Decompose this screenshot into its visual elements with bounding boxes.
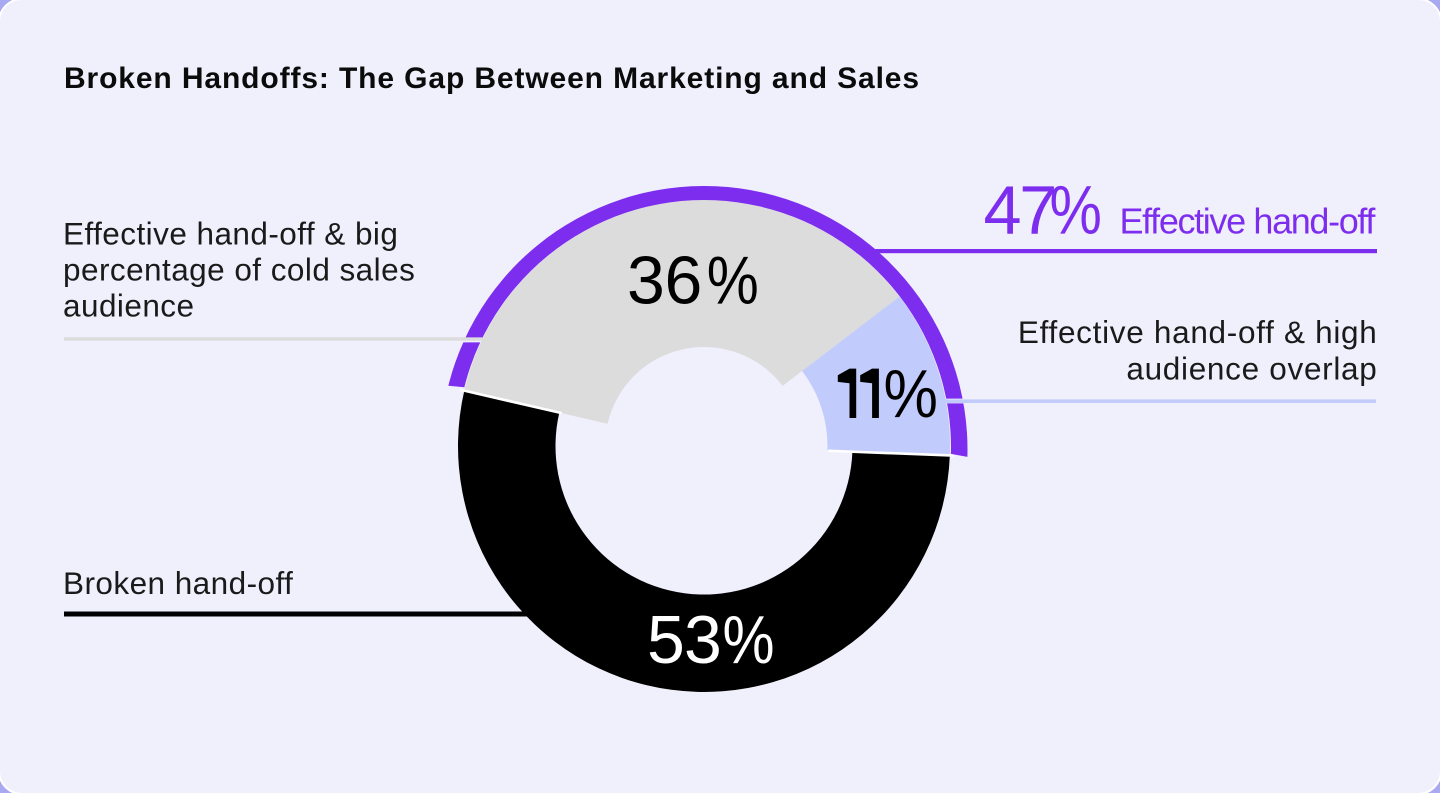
svg-text:percentage of cold sales: percentage of cold sales (63, 252, 415, 288)
svg-text:Effective hand-off & big: Effective hand-off & big (63, 216, 398, 252)
svg-text:Effective hand-off & high: Effective hand-off & high (1018, 314, 1378, 350)
svg-text:Broken Handoffs: The Gap Betwe: Broken Handoffs: The Gap Between Marketi… (64, 62, 920, 95)
svg-text:Broken hand-off: Broken hand-off (63, 565, 293, 601)
svg-text:audience: audience (63, 288, 194, 324)
svg-text:47: 47 (984, 172, 1058, 249)
svg-text:%: % (723, 603, 775, 678)
svg-text:36: 36 (627, 243, 702, 319)
svg-text:%: % (1050, 171, 1102, 248)
svg-text:%: % (884, 355, 938, 432)
svg-text:53: 53 (647, 602, 722, 678)
svg-text:%: % (707, 243, 759, 318)
svg-text:audience overlap: audience overlap (1126, 351, 1377, 387)
svg-text:Effective hand-off: Effective hand-off (1120, 201, 1377, 242)
